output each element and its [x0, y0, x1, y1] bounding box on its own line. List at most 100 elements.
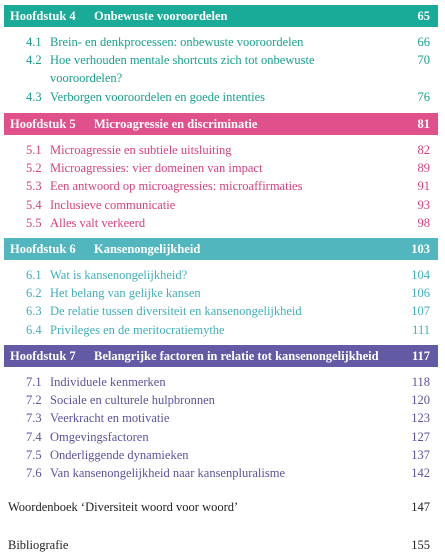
entry-list: 6.1 Wat is kansenongelijkheid? 104 6.2 Het b…	[4, 260, 438, 339]
entry-title: Veerkracht en motivatie	[50, 411, 170, 426]
chapter: Hoofdstuk 5 Microagressie en discriminati…	[4, 113, 438, 232]
entry-number: 6.4	[26, 322, 42, 337]
entry-number: 7.5	[26, 447, 42, 462]
back-matter-page: 147	[411, 500, 430, 514]
entry: 7.4 Omgevingsfactoren 127	[4, 428, 438, 446]
entry-title: Onderliggende dynamieken	[50, 447, 189, 462]
entry-title: Microagressies: vier domeinen van impact	[50, 161, 263, 176]
chapter-header: Hoofdstuk 7 Belangrijke factoren in relat…	[4, 345, 438, 367]
entry-title: Van kansenongelijkheid naar kansenplural…	[50, 466, 285, 481]
entry-number: 7.3	[26, 411, 42, 426]
chapter-label: Hoofdstuk 4	[10, 8, 76, 23]
entry-title: Een antwoord op microagressies: microaff…	[50, 179, 303, 194]
back-matter-page: 155	[411, 538, 430, 552]
entry-title: Omgevingsfactoren	[50, 429, 149, 444]
entry-page: 137	[411, 447, 430, 462]
entry-title: Inclusieve communicatie	[50, 197, 176, 212]
entry: 4.1 Brein- en denkprocessen: onbewuste vo…	[4, 33, 438, 51]
entry-number: 5.5	[26, 215, 42, 230]
chapter-page: 81	[417, 116, 431, 131]
entry-number: 7.4	[26, 429, 42, 444]
entry-page: 106	[411, 286, 430, 301]
entry-page: 111	[412, 322, 430, 337]
entry: 5.4 Inclusieve communicatie 93	[4, 196, 438, 214]
chapter-page: 103	[411, 241, 430, 256]
entry-number: 6.2	[26, 286, 42, 301]
chapter-label: Hoofdstuk 7	[10, 348, 76, 363]
entry: 5.1 Microagressie en subtiele uitsluiting…	[4, 141, 438, 159]
entry: 6.3 De relatie tussen diversiteit en kans…	[4, 302, 438, 320]
entry-number: 4.1	[26, 35, 42, 49]
chapter-page: 117	[411, 348, 430, 363]
chapter-title: Microagressie en discriminatie	[94, 116, 258, 131]
entry-page: 89	[417, 161, 431, 176]
entry: 4.3 Verborgen vooroordelen en goede inten…	[4, 88, 438, 106]
chapter-header: Hoofdstuk 4 Onbewuste vooroordelen 65	[4, 5, 438, 27]
chapter: Hoofdstuk 6 Kansenongelijkheid 103 6.1 Wat i…	[4, 238, 438, 339]
entry-number: 5.2	[26, 161, 42, 176]
entry-page: 123	[411, 411, 430, 426]
entry-page: 93	[417, 197, 431, 212]
entry-page: 98	[417, 215, 431, 230]
entry-page: 120	[411, 393, 430, 408]
entry-page: 76	[417, 89, 431, 104]
entry-number: 6.3	[26, 304, 42, 319]
entry-title: Brein- en denkprocessen: onbewuste vooro…	[50, 35, 304, 49]
entry: 6.4 Privileges en de meritocratiemythe 111	[4, 321, 438, 339]
entry-number: 7.6	[26, 466, 42, 481]
entry-list: 7.1 Individuele kenmerken 118 7.2 Sociale en…	[4, 367, 438, 482]
chapter-label: Hoofdstuk 5	[10, 116, 76, 131]
entry-title: Wat is kansenongelijkheid?	[50, 268, 188, 282]
entry: 7.5 Onderliggende dynamieken 137	[4, 446, 438, 464]
chapter-page: 65	[417, 8, 431, 23]
entry-number: 5.3	[26, 179, 42, 194]
entry: 7.2 Sociale en culturele hulpbronnen 120	[4, 391, 438, 409]
entry-title: Microagressie en subtiele uitsluiting	[50, 143, 232, 157]
entry: 4.2 Hoe verhouden mentale shortcuts zich …	[4, 51, 438, 87]
entry-title: Hoe verhouden mentale shortcuts zich tot…	[50, 53, 315, 86]
entry-number: 7.2	[26, 393, 42, 408]
entry-page: 91	[417, 179, 431, 194]
entry: 7.3 Veerkracht en motivatie 123	[4, 409, 438, 427]
chapter-title: Kansenongelijkheid	[94, 241, 201, 256]
entry-title: Het belang van gelijke kansen	[50, 286, 201, 301]
entry-title: Alles valt verkeerd	[50, 215, 146, 230]
entry: 6.1 Wat is kansenongelijkheid? 104	[4, 266, 438, 284]
entry-list: 4.1 Brein- en denkprocessen: onbewuste vo…	[4, 27, 438, 106]
entry: 5.3 Een antwoord op microagressies: micro…	[4, 177, 438, 195]
chapter-title: Onbewuste vooroordelen	[94, 8, 228, 23]
entry-page: 107	[411, 304, 430, 319]
entry-page: 142	[411, 466, 430, 481]
entry-number: 5.4	[26, 197, 42, 212]
chapter-header: Hoofdstuk 5 Microagressie en discriminati…	[4, 113, 438, 135]
entry-page: 66	[417, 35, 431, 49]
entry-title: Sociale en culturele hulpbronnen	[50, 393, 215, 408]
back-matter-title: Woordenboek ‘Diversiteit woord voor woor…	[8, 500, 239, 514]
entry: 5.5 Alles valt verkeerd 98	[4, 214, 438, 232]
entry-page: 118	[411, 375, 430, 389]
chapter: Hoofdstuk 4 Onbewuste vooroordelen 65 4.1 Br…	[4, 5, 438, 106]
chapter-label: Hoofdstuk 6	[10, 241, 76, 256]
entry: 6.2 Het belang van gelijke kansen 106	[4, 284, 438, 302]
entry-list: 5.1 Microagressie en subtiele uitsluiting…	[4, 135, 438, 232]
entry: 7.1 Individuele kenmerken 118	[4, 373, 438, 391]
entry-number: 7.1	[26, 375, 42, 389]
entry-title: Verborgen vooroordelen en goede intentie…	[50, 89, 265, 104]
chapter-header: Hoofdstuk 6 Kansenongelijkheid 103	[4, 238, 438, 260]
entry-number: 4.2	[26, 53, 42, 68]
back-matter-entry: Bibliografie 155	[8, 538, 430, 553]
entry-page: 70	[417, 53, 431, 68]
chapter: Hoofdstuk 7 Belangrijke factoren in relat…	[4, 345, 438, 482]
entry: 7.6 Van kansenongelijkheid naar kansenplu…	[4, 464, 438, 482]
chapter-title: Belangrijke factoren in relatie tot kans…	[94, 348, 379, 363]
entry-title: De relatie tussen diversiteit en kanseno…	[50, 304, 302, 319]
entry-page: 104	[411, 268, 430, 282]
entry-title: Privileges en de meritocratiemythe	[50, 322, 225, 337]
entry-page: 82	[417, 143, 431, 157]
entry-title: Individuele kenmerken	[50, 375, 166, 389]
entry-number: 5.1	[26, 143, 42, 157]
entry-page: 127	[411, 429, 430, 444]
back-matter-title: Bibliografie	[8, 538, 69, 552]
entry: 5.2 Microagressies: vier domeinen van imp…	[4, 159, 438, 177]
